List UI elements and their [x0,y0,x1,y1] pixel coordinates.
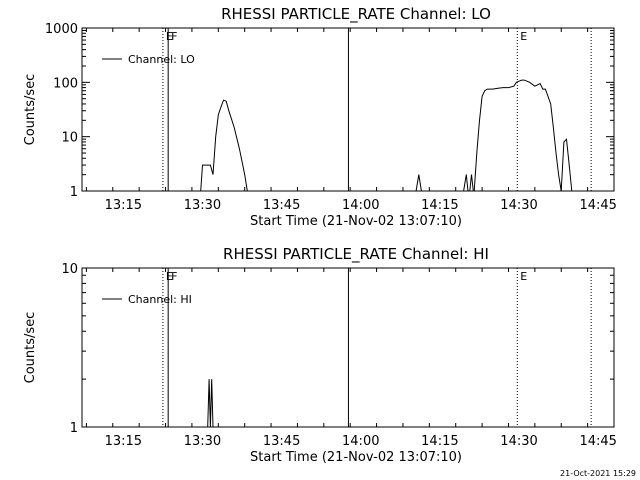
chart1-event-marker-label: F [171,30,177,43]
chart2-xtick-label: 14:45 [579,434,616,449]
chart2-event-marker-label: E [520,270,527,283]
chart2-ytick-label: 1 [70,421,78,436]
chart1-ytick-label: 100 [53,76,78,91]
chart1-series-line [463,174,474,192]
chart2-panel: RHESSI PARTICLE_RATE Channel: HI Counts/s… [23,245,617,465]
chart1-series-line [415,174,422,192]
chart2-series-line [207,379,214,428]
chart1-xtick-label: 13:30 [184,198,221,213]
chart2-xtick-label: 13:30 [184,434,221,449]
chart2-title: RHESSI PARTICLE_RATE Channel: HI [223,245,489,264]
chart1-ytick-label: 10 [61,131,78,146]
chart1-ylabel: Counts/sec [23,74,38,146]
chart2-xlabel: Start Time (21-Nov-02 13:07:10) [250,450,462,465]
footer-date: 21-Oct-2021 15:29 [560,469,636,478]
chart1-title: RHESSI PARTICLE_RATE Channel: LO [221,5,491,24]
chart1-event-marker-label: E [166,30,173,43]
chart2-xtick-label: 13:15 [105,434,142,449]
chart1-series-line [200,99,248,192]
chart1-xtick-label: 14:15 [421,198,458,213]
chart2-ytick-label: 10 [61,262,78,277]
chart1-xtick-label: 14:00 [342,198,379,213]
chart2-event-marker-label: F [171,270,177,283]
chart1-xtick-label: 13:15 [105,198,142,213]
chart1-series-line [473,79,573,192]
chart1-xtick-label: 13:45 [263,198,300,213]
chart1-ytick-label: 1 [70,185,78,200]
chart1-ytick-label: 1000 [45,22,78,37]
chart2-ylabel: Counts/sec [23,312,38,384]
chart2-xtick-label: 13:45 [263,434,300,449]
chart1-xlabel: Start Time (21-Nov-02 13:07:10) [250,214,462,229]
chart1-xtick-label: 14:45 [579,198,616,213]
chart1-event-marker-label: E [520,30,527,43]
chart2-xtick-label: 14:30 [500,434,537,449]
chart1-legend-label: Channel: LO [128,53,195,66]
chart2-xtick-label: 14:00 [342,434,379,449]
chart2-xtick-label: 14:15 [421,434,458,449]
chart1-panel: RHESSI PARTICLE_RATE Channel: LO Counts/s… [23,5,617,229]
chart1-xtick-label: 14:30 [500,198,537,213]
chart2-event-marker-label: E [166,270,173,283]
chart2-legend-label: Channel: HI [128,293,192,306]
